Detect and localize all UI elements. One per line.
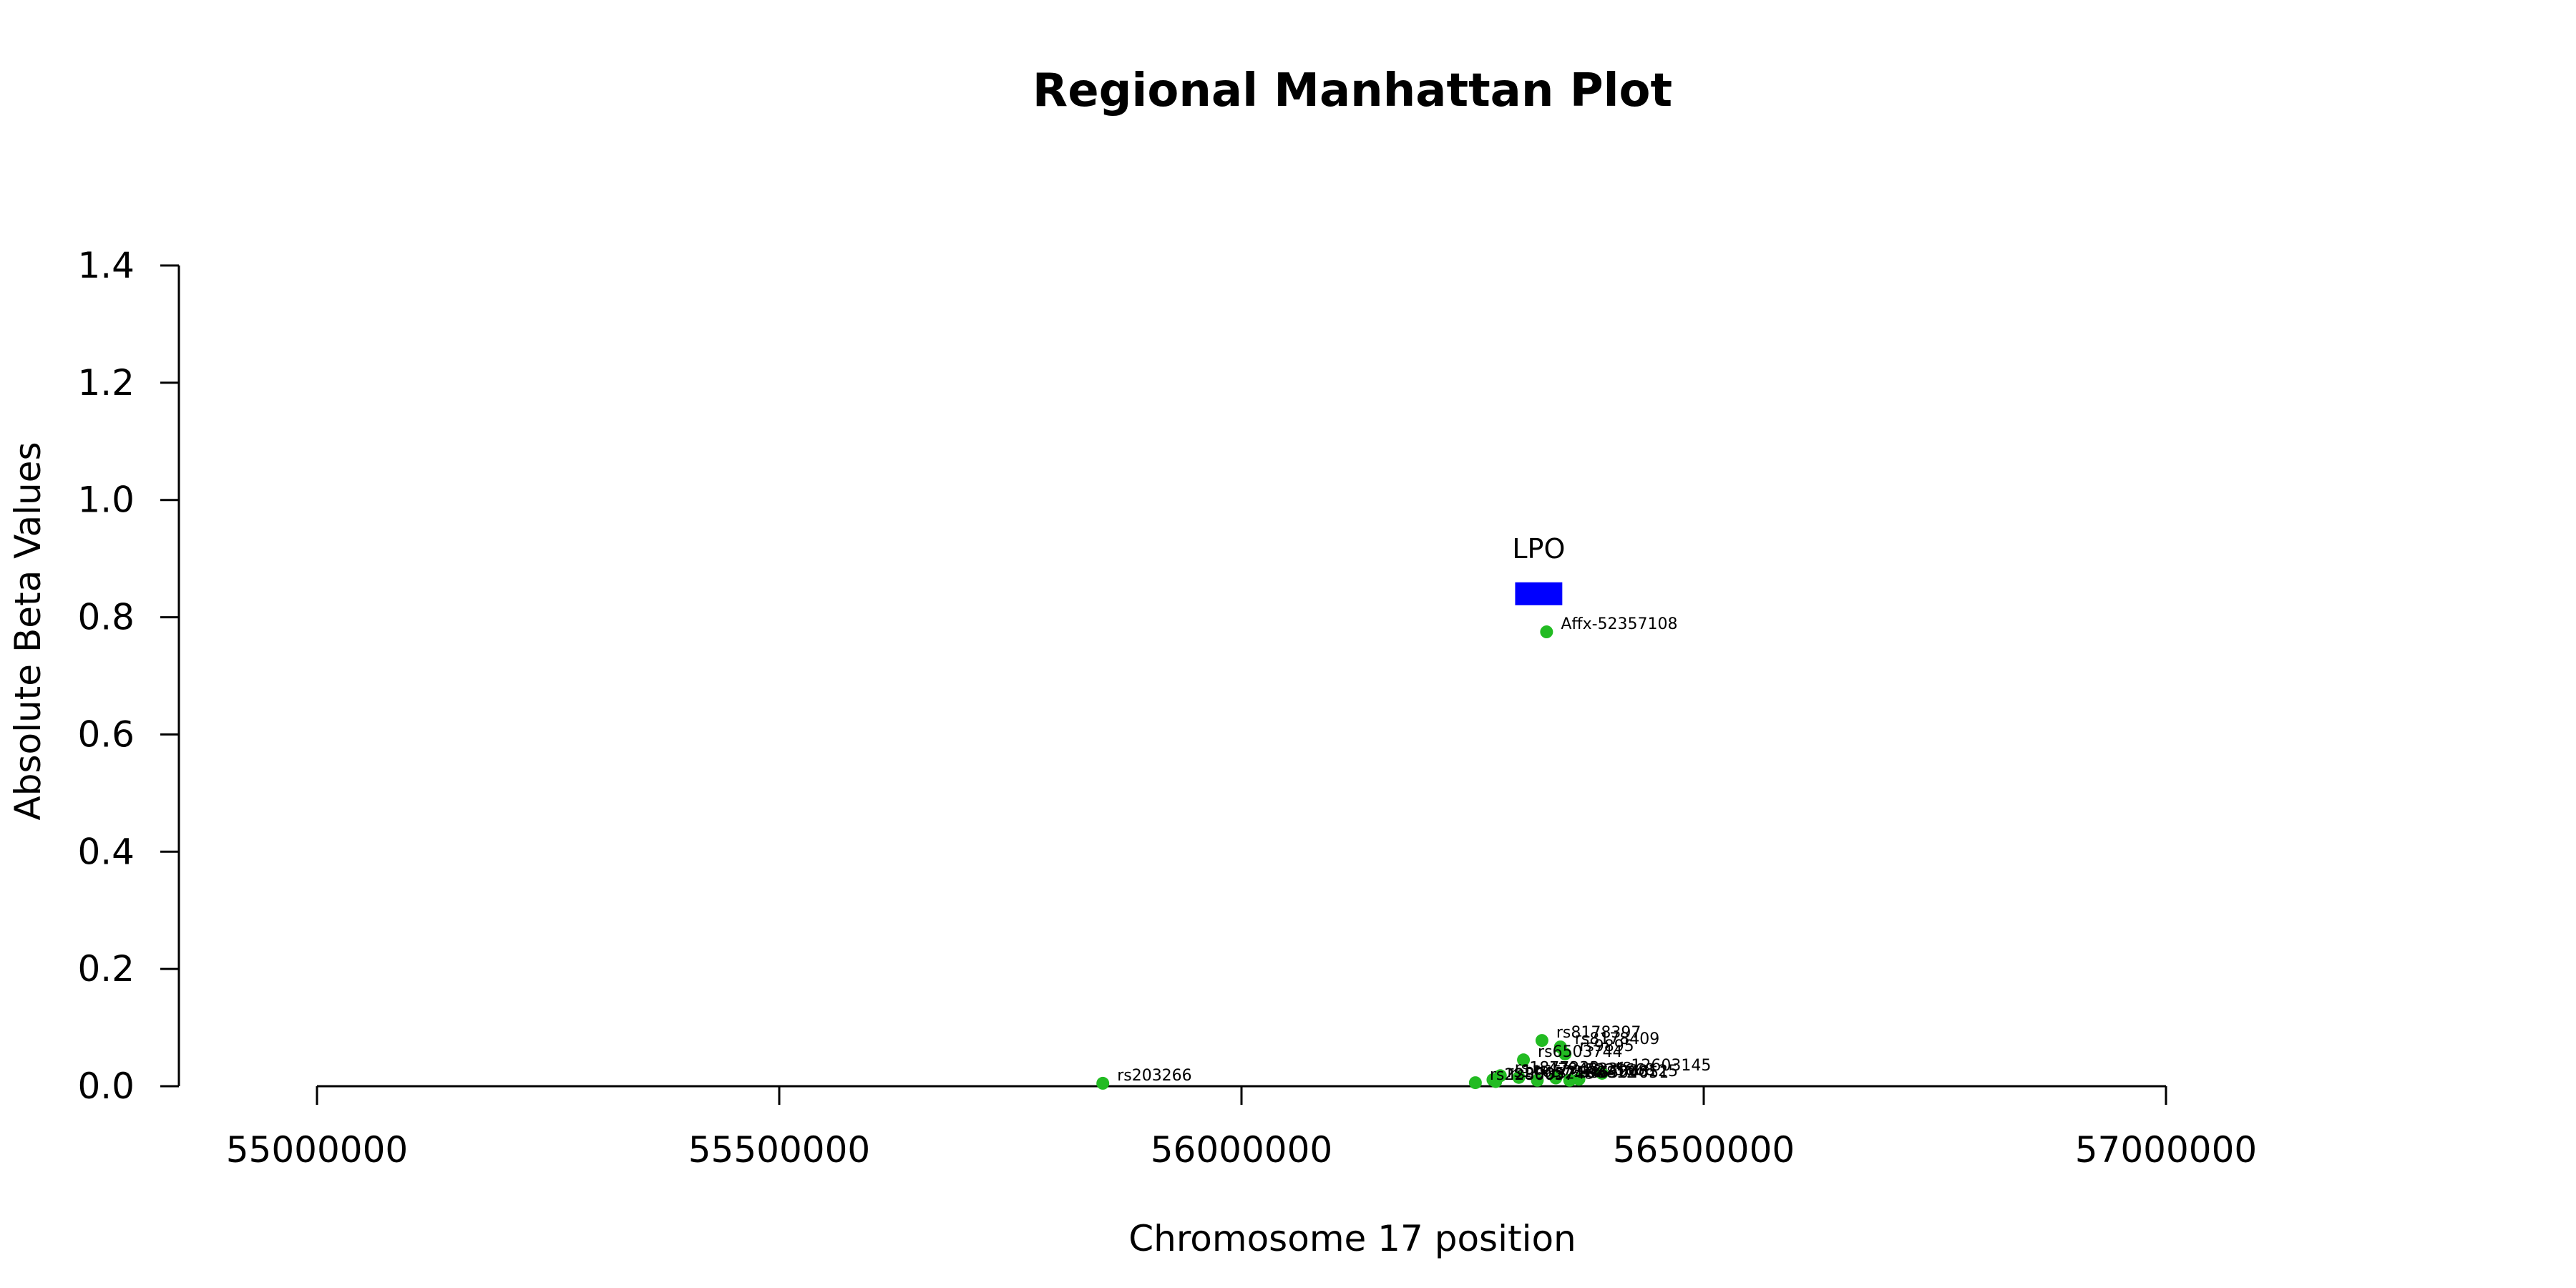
- snp-point: [1512, 1070, 1526, 1084]
- snp-point: [1549, 1071, 1563, 1085]
- snp-point: [1535, 1034, 1548, 1048]
- snp-point: [1563, 1073, 1576, 1087]
- snp-point: [1096, 1076, 1110, 1090]
- snp-label: rs12603145: [1616, 1057, 1711, 1075]
- x-tick-label: 55000000: [226, 1129, 409, 1171]
- y-tick-label: 0.4: [77, 831, 135, 872]
- y-tick-label: 0.6: [77, 713, 135, 755]
- x-tick-label: 56000000: [1151, 1129, 1333, 1171]
- y-tick-label: 0.8: [77, 597, 135, 638]
- gene-layer: LPO: [1512, 533, 1565, 605]
- gene-box: [1515, 582, 1563, 605]
- snp-label: rs6503744: [1538, 1043, 1623, 1061]
- snp-point: [1489, 1075, 1503, 1088]
- snp-point: [1531, 1073, 1544, 1087]
- chart-title: Regional Manhattan Plot: [1033, 64, 1672, 117]
- gene-label: LPO: [1512, 533, 1565, 565]
- x-tick-label: 57000000: [2075, 1129, 2258, 1171]
- snp-label: rs4968125: [1594, 1063, 1679, 1080]
- snp-point: [1595, 1066, 1609, 1080]
- axes: 0.0 0.2 0.4 0.6 0.8 1.0 1.2 1.4 55000000 55500000…: [77, 245, 2257, 1171]
- y-tick-label: 0.0: [77, 1065, 135, 1107]
- snp-label: rs8178397: [1556, 1024, 1641, 1042]
- snp-label: rs11657316: [1507, 1063, 1601, 1081]
- snp-label: Affx-52357108: [1561, 615, 1677, 633]
- snp-label: rs203266: [1117, 1067, 1192, 1085]
- points-layer: Affx-52357108rs8178397rs8178409rs9895rs6…: [1096, 615, 1711, 1090]
- snp-label: rs2286637: [1490, 1066, 1575, 1084]
- snp-label: rs8178409: [1575, 1030, 1660, 1048]
- y-axis-label: Absolute Beta Values: [7, 442, 49, 821]
- snp-point: [1540, 625, 1553, 639]
- x-tick-label: 55500000: [688, 1129, 871, 1171]
- y-tick-label: 1.0: [77, 479, 135, 521]
- y-tick-label: 0.2: [77, 948, 135, 990]
- snp-label: rs6504051: [1584, 1064, 1669, 1082]
- snp-label: rs9895: [1579, 1038, 1634, 1055]
- snp-point: [1558, 1047, 1572, 1060]
- snp-point: [1468, 1076, 1482, 1090]
- y-tick-label: 1.2: [77, 362, 135, 404]
- y-tick-label: 1.4: [77, 245, 135, 286]
- snp-point: [1517, 1053, 1531, 1067]
- x-axis-label: Chromosome 17 position: [1128, 1218, 1576, 1259]
- x-tick-label: 56500000: [1613, 1129, 1795, 1171]
- snp-label: rs9905243: [1510, 1065, 1595, 1083]
